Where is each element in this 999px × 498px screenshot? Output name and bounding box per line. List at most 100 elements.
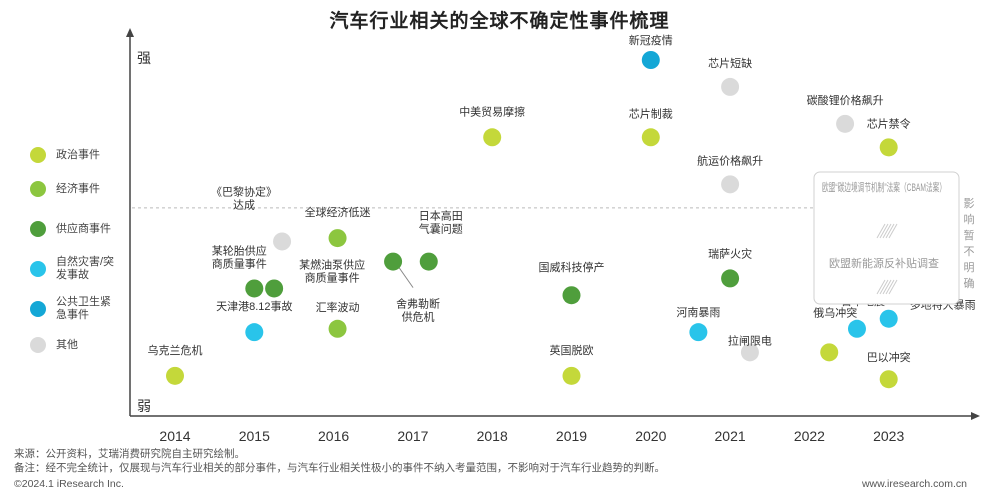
event-point (721, 269, 740, 288)
event-point (847, 319, 866, 338)
event-label: 拉闸限电 (728, 333, 772, 347)
event-label: 汇率波动 (316, 300, 360, 314)
event-label: 芯片制裁 (629, 106, 673, 120)
event-point (328, 229, 347, 248)
legend-dot-public-health (30, 301, 46, 317)
event-point (562, 366, 581, 385)
event-label: 《巴黎协定》达成 (211, 184, 277, 211)
legend-item: 公共卫生紧急事件 (30, 292, 140, 326)
pending-marker (888, 279, 898, 295)
footer-source: 来源：公开资料，艾瑞消费研究院自主研究绘制。 (14, 448, 245, 460)
event-label: 巴以冲突 (867, 350, 911, 364)
footer-note: 备注：经不完全统计，仅展现与汽车行业相关的部分事件，与汽车行业相关性极小的事件不… (14, 462, 665, 474)
event-label: 新冠疫情 (629, 33, 673, 47)
event-point (483, 128, 502, 147)
event-point (245, 323, 264, 342)
chart-title: 汽车行业相关的全球不确定性事件梳理 (329, 11, 670, 32)
event-label: 全球经济低迷 (305, 205, 371, 219)
x-tick-label: 2014 (159, 428, 190, 444)
legend-label: 政治事件 (56, 148, 100, 161)
x-axis-arrow (971, 412, 980, 420)
pending-marker (876, 223, 886, 239)
pending-marker (879, 279, 889, 295)
pending-marker (882, 279, 892, 295)
y-axis-weak-label: 弱 (137, 398, 151, 414)
y-axis-arrow (126, 28, 134, 37)
legend-item: 政治事件 (30, 138, 140, 172)
event-point (265, 279, 284, 298)
legend-label: 经济事件 (56, 182, 100, 195)
event-label: 天津港8.12事故 (216, 299, 292, 313)
pending-item-2: 欧盟新能源反补贴调查 (829, 256, 939, 270)
event-label-line: 达成 (233, 198, 255, 211)
x-tick-label: 2017 (397, 428, 428, 444)
event-label: 碳酸锂价格飙升 (807, 93, 884, 107)
event-label: 中美贸易摩擦 (459, 104, 525, 118)
event-label: 某轮胎供应商质量事件 (212, 243, 267, 270)
x-tick-label: 2022 (794, 428, 825, 444)
event-label: 俄乌冲突 (813, 305, 857, 319)
event-label: 某燃油泵供应商质量事件 (299, 257, 365, 284)
x-tick-label: 2020 (635, 428, 666, 444)
event-label-line: 某轮胎供应 (212, 243, 267, 257)
event-label-line: 舍弗勒断 (396, 297, 440, 311)
pending-item-1: 欧盟“碳边境调节机制”法案（CBAM法案） (822, 180, 946, 194)
event-label-line: 商质量事件 (212, 256, 267, 270)
event-point (879, 370, 898, 389)
event-label: 芯片短缺 (708, 56, 752, 70)
legend-dot-supplier (30, 221, 46, 237)
legend-dot-disaster (30, 261, 46, 277)
pending-side-label-char: 明 (964, 261, 975, 274)
pending-marker (876, 279, 886, 295)
x-tick-label: 2018 (477, 428, 508, 444)
pending-marker (885, 223, 895, 239)
legend-label: 供应商事件 (56, 222, 111, 235)
legend-label: 自然灾害/突发事故 (56, 256, 115, 281)
pending-side-label-char: 确 (964, 277, 975, 290)
event-point (384, 252, 403, 271)
event-label-line: 商质量事件 (305, 270, 360, 284)
event-point (740, 343, 759, 362)
event-point (641, 51, 660, 69)
event-label: 乌克兰危机 (148, 343, 203, 357)
pending-side-label-char: 不 (964, 246, 975, 258)
event-label: 河南暴雨 (676, 306, 720, 319)
event-point (721, 77, 740, 96)
event-label: 国威科技停产 (539, 260, 605, 274)
event-point (641, 128, 660, 147)
pending-marker (882, 223, 892, 239)
event-point (836, 114, 855, 133)
legend-item: 其他 (30, 328, 140, 362)
event-point (166, 366, 184, 385)
event-point (328, 319, 347, 338)
event-point (721, 175, 740, 194)
event-label-line: 《巴黎协定》 (211, 184, 277, 198)
event-point (245, 279, 264, 298)
pending-side-label-char: 响 (964, 213, 975, 226)
event-label: 舍弗勒断供危机 (396, 297, 440, 324)
x-tick-label: 2015 (239, 428, 270, 444)
website-link[interactable]: www.iresearch.com.cn (861, 478, 967, 490)
legend-item: 供应商事件 (30, 212, 140, 246)
event-label-line: 供危机 (402, 310, 435, 324)
event-point (689, 323, 708, 342)
event-point (820, 343, 839, 362)
event-point (879, 309, 898, 328)
event-point (273, 232, 292, 251)
pending-side-label-char: 影 (964, 197, 975, 210)
event-label: 航运价格飙升 (697, 153, 763, 167)
legend-item: 自然灾害/突发事故 (30, 252, 140, 286)
event-label: 芯片禁令 (867, 116, 911, 130)
y-axis-strong-label: 强 (137, 50, 151, 66)
event-label-line: 日本高田 (419, 209, 463, 223)
copyright: ©2024.1 iResearch Inc. (14, 478, 124, 490)
leader-line (398, 267, 414, 288)
event-point (562, 286, 581, 305)
pending-side-label-char: 暂 (964, 229, 975, 242)
pending-marker (879, 223, 889, 239)
x-tick-label: 2021 (715, 428, 746, 444)
legend-dot-other (30, 337, 46, 353)
pending-marker (885, 279, 895, 295)
